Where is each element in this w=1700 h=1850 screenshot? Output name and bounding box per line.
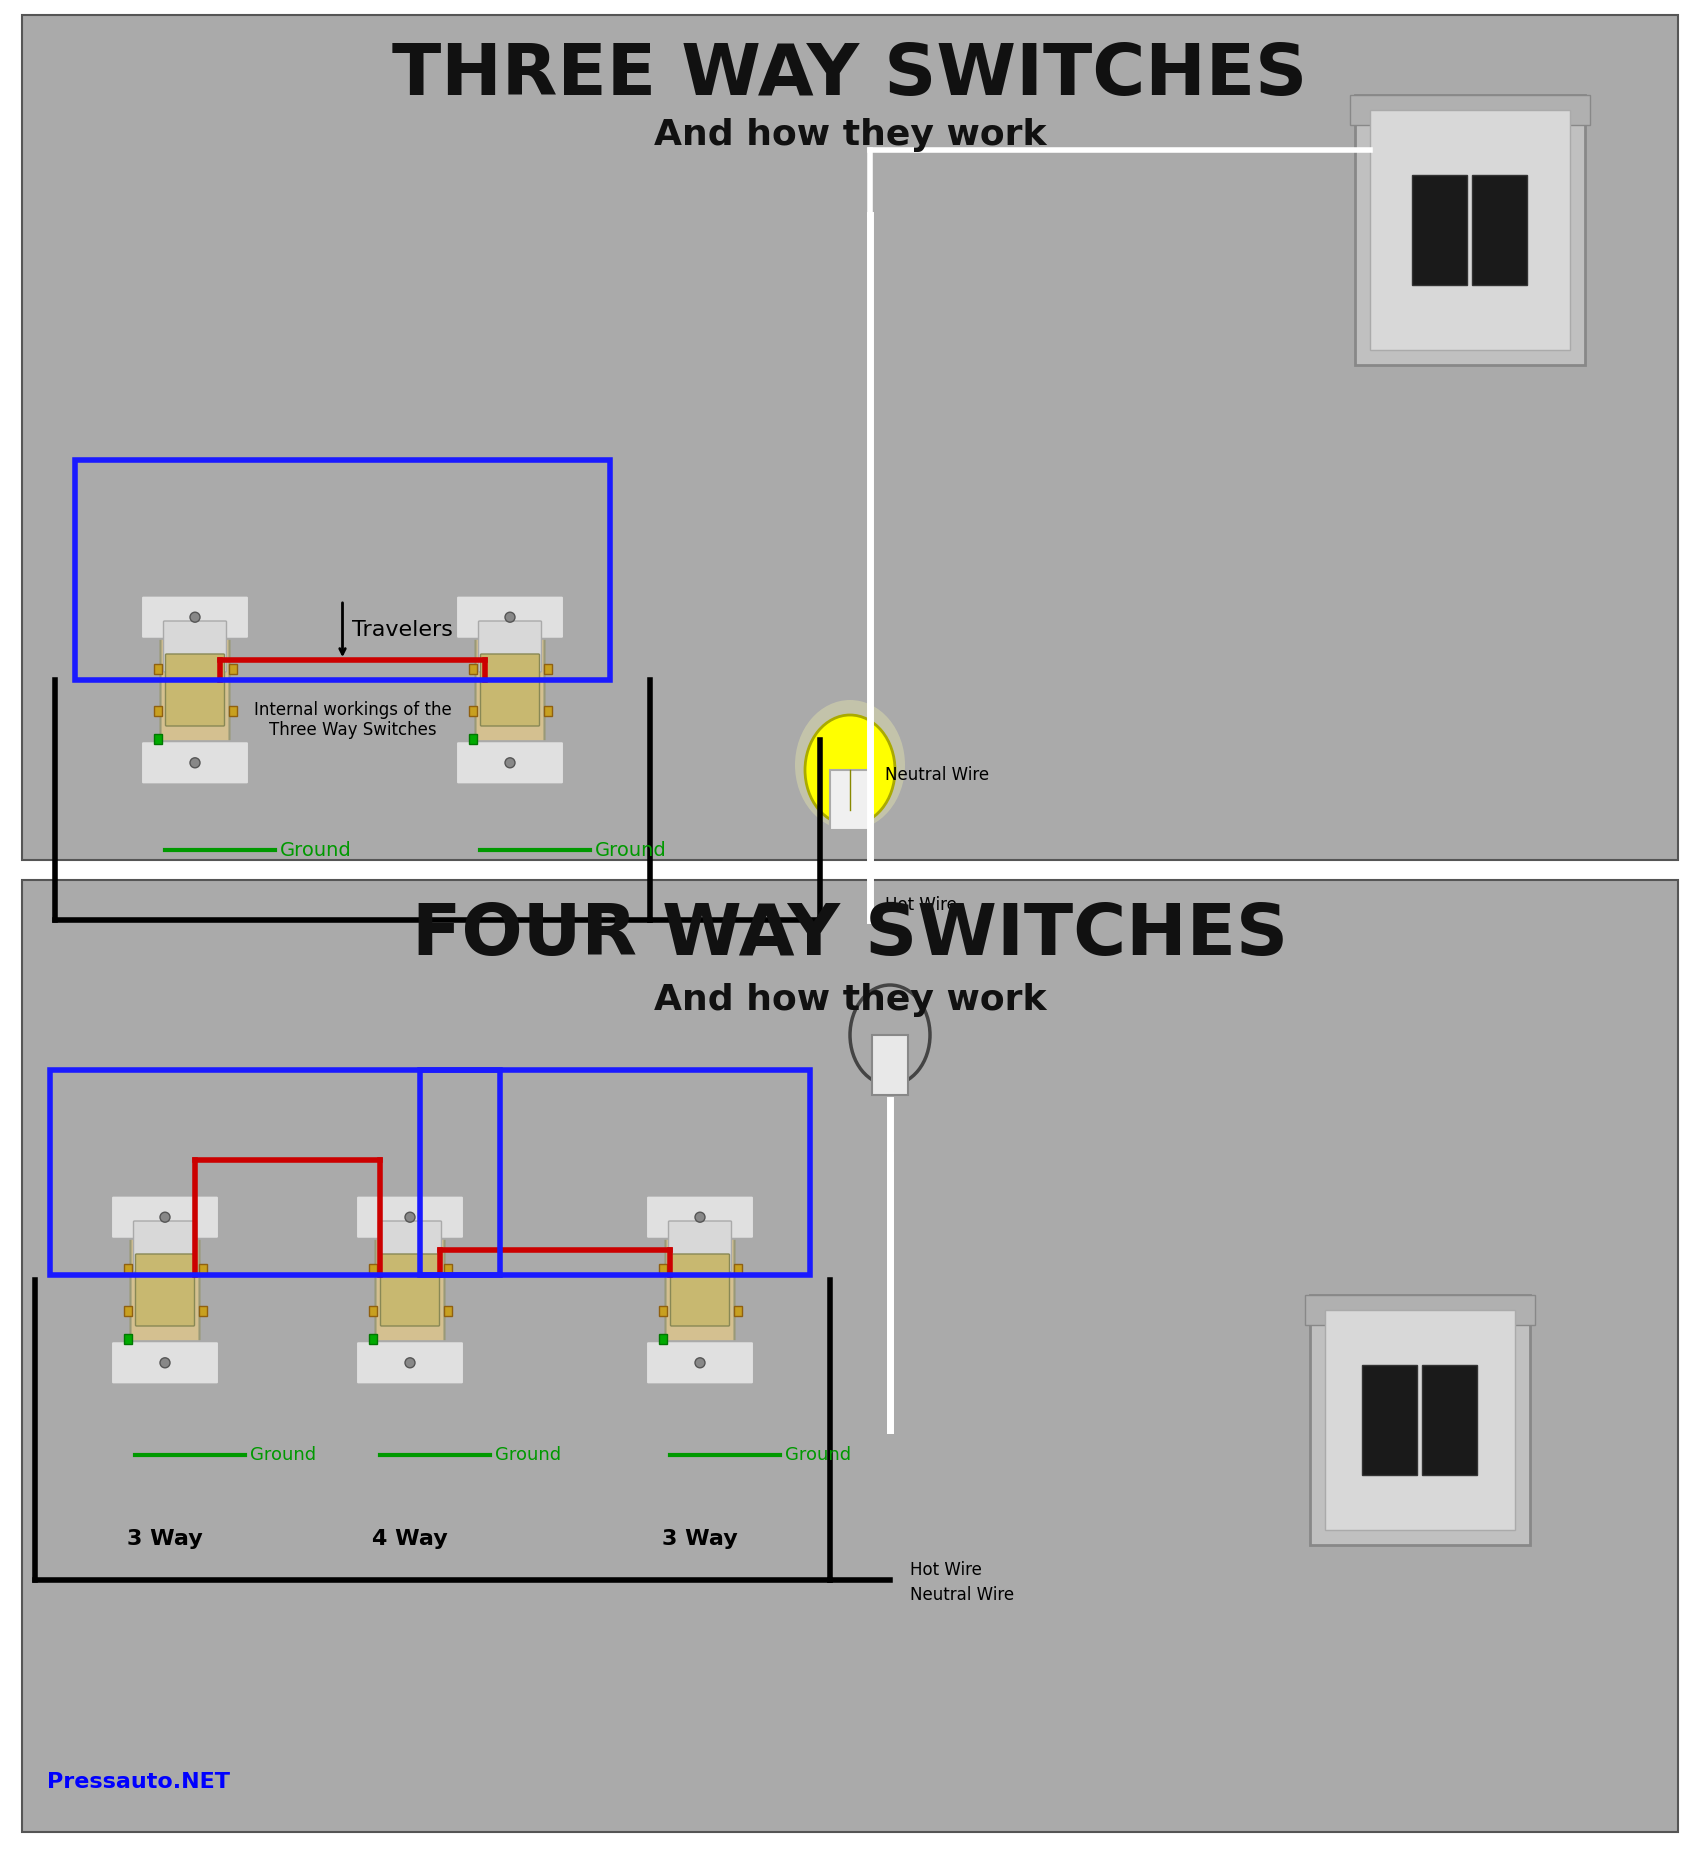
Bar xyxy=(22,881,1678,1832)
FancyBboxPatch shape xyxy=(134,1221,197,1273)
Bar xyxy=(1350,94,1590,126)
Bar xyxy=(230,707,238,716)
Text: Neutral Wire: Neutral Wire xyxy=(910,1585,1015,1604)
Bar xyxy=(199,1264,207,1275)
Text: Ground: Ground xyxy=(250,1447,316,1463)
Text: And how they work: And how they work xyxy=(654,118,1046,152)
Bar xyxy=(1413,176,1467,285)
Bar xyxy=(444,1264,452,1275)
FancyBboxPatch shape xyxy=(163,622,226,672)
Text: Ground: Ground xyxy=(495,1447,561,1463)
Bar xyxy=(872,1034,908,1095)
Text: FOUR WAY SWITCHES: FOUR WAY SWITCHES xyxy=(411,901,1289,969)
Bar xyxy=(155,734,163,744)
FancyBboxPatch shape xyxy=(160,618,230,762)
Bar xyxy=(155,707,163,716)
Bar xyxy=(1306,1295,1535,1325)
FancyBboxPatch shape xyxy=(141,596,248,638)
Circle shape xyxy=(190,758,201,768)
Bar xyxy=(544,664,552,673)
Bar xyxy=(124,1334,133,1343)
FancyBboxPatch shape xyxy=(136,1254,194,1326)
Circle shape xyxy=(190,612,201,622)
Bar xyxy=(830,770,870,831)
Text: And how they work: And how they work xyxy=(654,982,1046,1018)
Text: 4 Way: 4 Way xyxy=(372,1528,447,1548)
Bar xyxy=(75,461,610,681)
Ellipse shape xyxy=(806,714,894,825)
Circle shape xyxy=(160,1358,170,1367)
Bar xyxy=(469,707,478,716)
FancyBboxPatch shape xyxy=(355,1195,464,1240)
Bar xyxy=(22,15,1678,860)
FancyBboxPatch shape xyxy=(456,596,564,638)
Bar xyxy=(369,1334,377,1343)
Text: Travelers: Travelers xyxy=(352,620,454,640)
FancyBboxPatch shape xyxy=(646,1195,755,1240)
FancyBboxPatch shape xyxy=(141,742,248,784)
Bar xyxy=(369,1306,377,1315)
Bar xyxy=(660,1334,668,1343)
FancyBboxPatch shape xyxy=(456,742,564,784)
Text: Ground: Ground xyxy=(280,840,352,860)
Text: THREE WAY SWITCHES: THREE WAY SWITCHES xyxy=(393,41,1307,109)
Bar xyxy=(124,1264,133,1275)
FancyBboxPatch shape xyxy=(131,1217,199,1362)
Bar xyxy=(1355,94,1584,364)
Bar xyxy=(734,1306,743,1315)
Bar xyxy=(49,1069,500,1275)
Text: Neutral Wire: Neutral Wire xyxy=(886,766,989,784)
Bar xyxy=(1311,1295,1530,1545)
FancyBboxPatch shape xyxy=(165,655,224,725)
Text: Ground: Ground xyxy=(595,840,666,860)
FancyBboxPatch shape xyxy=(355,1341,464,1384)
FancyBboxPatch shape xyxy=(668,1221,731,1273)
Text: Hot Wire: Hot Wire xyxy=(910,1561,983,1580)
Ellipse shape xyxy=(796,699,904,831)
FancyBboxPatch shape xyxy=(381,1254,440,1326)
Circle shape xyxy=(695,1358,706,1367)
Text: Internal workings of the
Three Way Switches: Internal workings of the Three Way Switc… xyxy=(253,701,452,740)
Text: 3 Way: 3 Way xyxy=(661,1528,738,1548)
Circle shape xyxy=(695,1212,706,1223)
Bar xyxy=(1423,1365,1477,1474)
FancyBboxPatch shape xyxy=(670,1254,729,1326)
Bar xyxy=(1472,176,1528,285)
Bar xyxy=(1362,1365,1418,1474)
Text: Pressauto.NET: Pressauto.NET xyxy=(48,1772,230,1793)
Bar xyxy=(1370,109,1571,350)
Bar xyxy=(124,1306,133,1315)
Bar xyxy=(734,1264,743,1275)
FancyBboxPatch shape xyxy=(478,622,542,672)
Circle shape xyxy=(505,758,515,768)
Bar xyxy=(155,664,163,673)
Bar xyxy=(469,734,478,744)
Bar xyxy=(544,707,552,716)
Circle shape xyxy=(505,612,515,622)
Circle shape xyxy=(405,1358,415,1367)
Circle shape xyxy=(405,1212,415,1223)
FancyBboxPatch shape xyxy=(481,655,539,725)
FancyBboxPatch shape xyxy=(110,1195,219,1240)
FancyBboxPatch shape xyxy=(376,1217,444,1362)
Text: Hot Wire: Hot Wire xyxy=(886,895,957,914)
FancyBboxPatch shape xyxy=(110,1341,219,1384)
Bar xyxy=(230,664,238,673)
FancyBboxPatch shape xyxy=(379,1221,442,1273)
Text: 3 Way: 3 Way xyxy=(128,1528,202,1548)
Bar xyxy=(660,1306,668,1315)
Bar xyxy=(1324,1310,1515,1530)
Bar xyxy=(199,1306,207,1315)
Text: Ground: Ground xyxy=(785,1447,852,1463)
Bar xyxy=(369,1264,377,1275)
FancyBboxPatch shape xyxy=(665,1217,734,1362)
Circle shape xyxy=(160,1212,170,1223)
Bar xyxy=(469,664,478,673)
FancyBboxPatch shape xyxy=(476,618,544,762)
Bar xyxy=(660,1264,668,1275)
Bar xyxy=(420,1069,809,1275)
FancyBboxPatch shape xyxy=(646,1341,755,1384)
Bar xyxy=(444,1306,452,1315)
